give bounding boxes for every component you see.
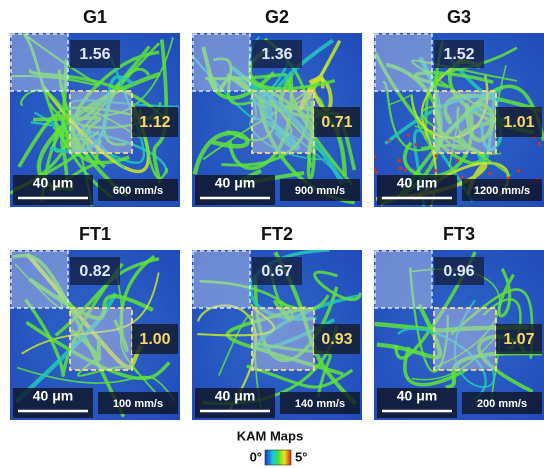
white-region: [193, 34, 250, 91]
yellow-value: 1.00: [139, 331, 170, 348]
scale-bar-label: 40 μm: [215, 175, 255, 191]
white-value: 1.52: [443, 46, 474, 63]
speed-label: 100 mm/s: [113, 398, 163, 410]
yellow-value: 0.71: [321, 114, 352, 131]
scale-bar-label: 40 μm: [33, 388, 73, 404]
colorbar: [265, 450, 291, 465]
hot-spot: [488, 172, 491, 175]
figure: KAM Maps 0° 5° G1 1.56 1.12 40 μm 600 mm/s G2…: [0, 0, 544, 468]
yellow-value: 0.93: [321, 331, 352, 348]
panel-title: G1: [83, 7, 107, 27]
yellow-region: [70, 308, 132, 370]
kam-map: 1.36 0.71 40 μm 900 mm/s: [192, 33, 362, 207]
scale-bar-label: 40 μm: [397, 175, 437, 191]
hot-spot: [460, 176, 463, 179]
kam-map: 0.67 0.93 40 μm 140 mm/s: [192, 250, 362, 420]
hot-spot: [538, 142, 541, 145]
speed-label: 600 mm/s: [113, 185, 163, 197]
white-region: [375, 251, 432, 308]
yellow-region: [70, 91, 132, 153]
kam-map: 1.56 1.12 40 μm 600 mm/s: [10, 33, 180, 207]
white-region: [11, 34, 68, 91]
map-image: 1.52 1.01 40 μm 1200 mm/s: [373, 33, 544, 207]
map-image: 0.67 0.93 40 μm 140 mm/s: [192, 250, 362, 420]
panel-title: FT1: [79, 224, 111, 244]
map-image: 0.82 1.00 40 μm 100 mm/s: [10, 250, 180, 420]
hot-spot: [517, 169, 520, 172]
hot-spot: [435, 154, 438, 157]
page: KAM Maps 0° 5° G1 1.56 1.12 40 μm 600 mm/s G2…: [0, 0, 544, 468]
panel-title: G3: [447, 7, 471, 27]
white-value: 0.67: [261, 263, 292, 280]
scale-bar-label: 40 μm: [215, 388, 255, 404]
panel-title: G2: [265, 7, 289, 27]
speed-label: 1200 mm/s: [474, 185, 530, 197]
kam-map: 0.96 1.07 40 μm 200 mm/s: [374, 250, 544, 420]
hot-spot: [373, 168, 376, 171]
kam-map: 0.82 1.00 40 μm 100 mm/s: [10, 250, 180, 420]
white-value: 0.82: [79, 263, 110, 280]
kam-map: 1.52 1.01 40 μm 1200 mm/s: [373, 33, 544, 207]
map-image: 0.96 1.07 40 μm 200 mm/s: [374, 250, 544, 420]
hot-spot: [387, 139, 390, 142]
white-value: 1.36: [261, 46, 292, 63]
hot-spot: [404, 169, 407, 172]
yellow-region: [252, 91, 314, 153]
map-image: 1.36 0.71 40 μm 900 mm/s: [192, 33, 362, 207]
hot-spot: [434, 169, 437, 172]
speed-label: 200 mm/s: [477, 398, 527, 410]
colorbar-title: KAM Maps: [237, 428, 303, 443]
hot-spot: [456, 159, 459, 162]
scale-bar-label: 40 μm: [33, 175, 73, 191]
yellow-region: [434, 91, 496, 153]
white-value: 1.56: [79, 46, 110, 63]
yellow-region: [252, 308, 314, 370]
colorbar-min: 0°: [250, 449, 262, 464]
yellow-value: 1.01: [503, 114, 534, 131]
hot-spot: [414, 143, 417, 146]
panel-title: FT3: [443, 224, 475, 244]
hot-spot: [375, 171, 378, 174]
yellow-value: 1.12: [139, 114, 170, 131]
speed-label: 900 mm/s: [295, 185, 345, 197]
colorbar-max: 5°: [295, 449, 307, 464]
scale-bar-label: 40 μm: [397, 388, 437, 404]
speed-label: 140 mm/s: [295, 398, 345, 410]
yellow-region: [434, 308, 496, 370]
hot-spot: [373, 156, 376, 159]
white-region: [193, 251, 250, 308]
yellow-value: 1.07: [503, 331, 534, 348]
panel-title: FT2: [261, 224, 293, 244]
white-value: 0.96: [443, 263, 474, 280]
hot-spot: [399, 166, 402, 169]
white-region: [375, 34, 432, 91]
white-region: [11, 251, 68, 308]
hot-spot: [407, 134, 410, 137]
map-image: 1.56 1.12 40 μm 600 mm/s: [10, 33, 180, 207]
hot-spot: [398, 160, 401, 163]
